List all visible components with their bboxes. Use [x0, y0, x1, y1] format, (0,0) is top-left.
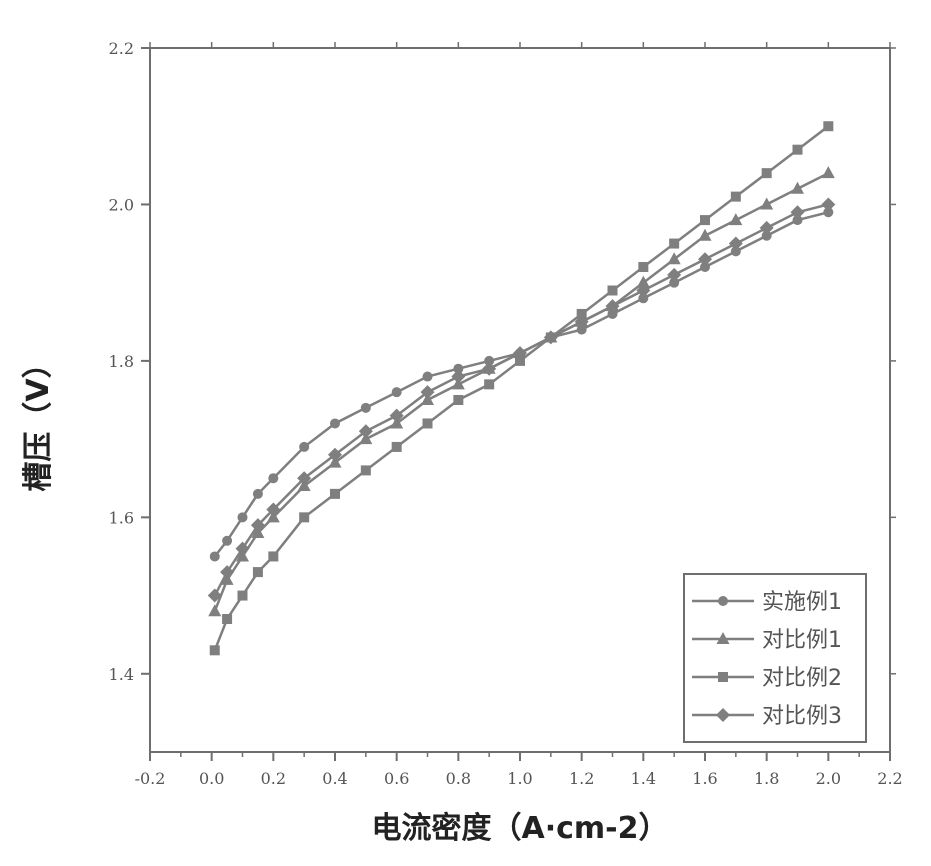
data-point-square	[210, 645, 220, 655]
y-tick-label: 1.4	[109, 665, 134, 684]
data-point-square	[823, 121, 833, 131]
data-point-square	[299, 512, 309, 522]
legend: 实施例1 对比例1 对比例2 对比例3	[684, 574, 866, 742]
data-point-square	[484, 379, 494, 389]
legend-label: 对比例3	[762, 704, 842, 729]
data-point-circle	[423, 372, 433, 382]
data-point-square	[268, 551, 278, 561]
x-tick-label: 0.8	[446, 769, 471, 788]
x-tick-label: 1.4	[631, 769, 656, 788]
x-tick-label: 0.6	[384, 769, 409, 788]
data-point-square	[392, 442, 402, 452]
x-tick-label: 1.2	[569, 769, 594, 788]
y-tick-label: 2.2	[109, 39, 134, 58]
x-tick-label: 0.2	[261, 769, 286, 788]
data-point-square	[731, 192, 741, 202]
data-point-square	[238, 591, 248, 601]
data-point-square	[793, 145, 803, 155]
x-tick-label: 2.0	[816, 769, 841, 788]
data-point-square	[762, 168, 772, 178]
x-axis-title: 电流密度（A·cm-2）	[372, 811, 669, 846]
y-tick-label: 1.8	[109, 352, 134, 371]
data-point-circle	[361, 403, 371, 413]
data-point-square	[669, 239, 679, 249]
data-point-circle	[718, 596, 728, 606]
legend-label: 实施例1	[762, 590, 842, 615]
x-tick-label: 0.4	[322, 769, 347, 788]
data-point-square	[423, 418, 433, 428]
x-tick-label: 1.0	[507, 769, 532, 788]
legend-label: 对比例2	[762, 666, 842, 691]
x-tick-label: -0.2	[135, 769, 166, 788]
y-tick-label: 2.0	[109, 195, 134, 214]
data-point-square	[700, 215, 710, 225]
data-point-circle	[299, 442, 309, 452]
data-point-square	[361, 465, 371, 475]
data-point-circle	[253, 489, 263, 499]
data-point-circle	[222, 536, 232, 546]
x-tick-label: 1.8	[754, 769, 779, 788]
data-point-circle	[268, 473, 278, 483]
legend-label: 对比例1	[762, 628, 842, 653]
y-axis-title: 槽压（V）	[21, 348, 56, 491]
data-point-square	[608, 285, 618, 295]
data-point-circle	[330, 418, 340, 428]
data-point-square	[253, 567, 263, 577]
data-point-square	[638, 262, 648, 272]
x-tick-label: 2.2	[877, 769, 902, 788]
data-point-circle	[392, 387, 402, 397]
y-tick-label: 1.6	[109, 508, 134, 527]
data-point-circle	[210, 551, 220, 561]
data-point-circle	[238, 512, 248, 522]
data-point-square	[453, 395, 463, 405]
data-point-square	[330, 489, 340, 499]
x-tick-label: 1.6	[692, 769, 717, 788]
data-point-square	[718, 672, 728, 682]
x-tick-label: 0.0	[199, 769, 224, 788]
data-point-square	[222, 614, 232, 624]
